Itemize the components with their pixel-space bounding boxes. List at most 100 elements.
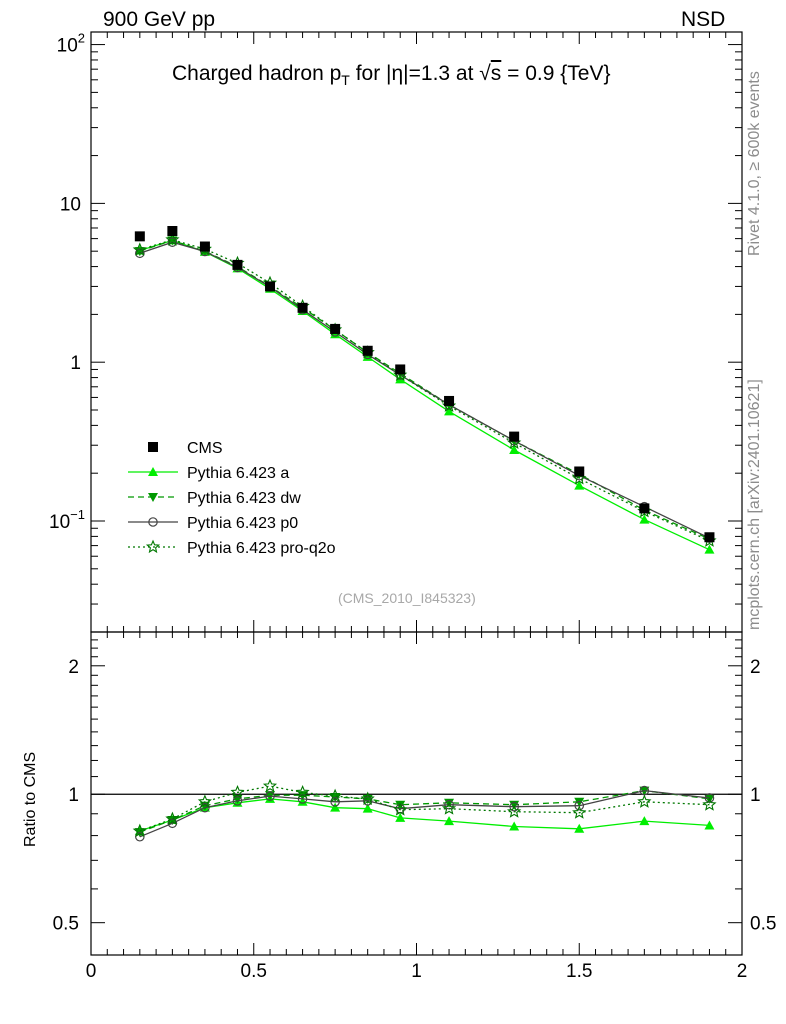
ratio-ylabel: Ratio to CMS <box>22 751 39 847</box>
header-left-label: 900 GeV pp <box>103 8 216 31</box>
sqrt-symbol: √ <box>479 62 491 85</box>
title-prefix: Charged hadron p <box>172 62 342 85</box>
header-right-label: NSD <box>681 8 726 31</box>
ratio-y-tick-label: 1 <box>68 785 79 806</box>
ratio-y-tick-label: 0.5 <box>53 914 79 935</box>
main-data-point <box>574 480 585 490</box>
ratio-data-point <box>197 794 212 808</box>
title-mid: for |η|=1.3 at <box>349 62 480 85</box>
ratio-data-point <box>509 801 519 812</box>
ratio-data-point <box>574 823 585 833</box>
mcplots-label: mcplots.cern.ch [arXiv:2401.10621] <box>746 379 763 630</box>
ratio-data-point <box>704 793 715 803</box>
legend-marker <box>148 442 158 452</box>
ratio-data-point <box>165 811 180 825</box>
main-series-line <box>139 239 710 542</box>
y-tick-label: 102 <box>57 31 85 57</box>
legend-marker <box>148 467 158 476</box>
main-data-point <box>199 241 210 252</box>
ratio-data-point <box>572 805 587 819</box>
legend-label: Pythia 6.423 dw <box>187 490 301 507</box>
main-data-point <box>509 431 520 442</box>
main-data-point <box>132 242 147 256</box>
main-data-point <box>704 544 715 554</box>
ratio-data-point <box>328 788 343 803</box>
ratio-data-point <box>167 816 178 826</box>
legend-marker <box>148 493 158 502</box>
analysis-watermark: (CMS_2010_I845323) <box>338 590 476 606</box>
ratio-data-point <box>297 796 308 806</box>
legend: CMS Pythia 6.423 a Pythia 6.423 dw Pythia 6… <box>128 440 336 557</box>
ratio-data-point <box>167 818 178 829</box>
chart-title: Charged hadron pT for |η|=1.3 at √s = 0.… <box>172 62 610 88</box>
title-suffix: = 0.9 {TeV} <box>501 62 611 85</box>
main-data-point <box>135 248 145 259</box>
main-data-point <box>444 395 455 406</box>
ratio-y-tick-label-right: 1 <box>750 785 761 806</box>
main-data-point <box>444 406 455 416</box>
main-data-point <box>167 237 178 247</box>
ratio-data-point <box>393 802 408 816</box>
main-data-point <box>639 503 650 514</box>
main-data-point <box>165 232 180 246</box>
x-tick-label: 1 <box>411 961 422 982</box>
main-data-point <box>574 466 585 477</box>
x-tick-label: 2 <box>737 961 748 982</box>
main-data-point <box>704 532 715 543</box>
main-data-point <box>639 514 650 524</box>
main-data-point <box>395 364 406 375</box>
ratio-y-tick-label-right: 0.5 <box>750 914 776 935</box>
legend-marker <box>148 517 158 527</box>
ratio-data-point <box>637 794 652 808</box>
main-data-point <box>509 444 520 454</box>
legend-label: Pythia 6.423 a <box>187 465 289 482</box>
ratio-data-point <box>507 804 522 818</box>
main-data-point <box>134 231 145 242</box>
main-data-point <box>572 471 587 485</box>
rivet-label: Rivet 4.1.0, ≥ 600k events <box>746 71 763 256</box>
ratio-data-point <box>265 791 275 801</box>
ratio-data-point <box>574 797 585 807</box>
ratio-data-point <box>509 821 520 831</box>
ratio-data-point <box>395 800 406 810</box>
ratio-series-line <box>139 785 710 832</box>
ratio-data-point <box>704 820 715 830</box>
ratio-series-pythia_a <box>134 793 715 836</box>
ratio-data-point <box>441 801 457 815</box>
ratio-data-point <box>360 791 375 805</box>
ratio-data-point <box>574 800 585 811</box>
ratio-data-point <box>330 802 341 812</box>
ratio-data-point <box>295 784 310 799</box>
ratio-data-point <box>230 784 245 799</box>
main-data-point <box>330 323 341 334</box>
ratio-data-point <box>639 816 650 826</box>
legend-marker <box>145 539 161 554</box>
main-series-line <box>139 241 710 539</box>
main-data-point <box>265 281 276 292</box>
main-data-point <box>167 226 178 237</box>
legend-label: Pythia 6.423 pro-q2o <box>187 540 336 557</box>
legend-label: Pythia 6.423 p0 <box>187 515 298 532</box>
ratio-data-point <box>262 778 278 793</box>
ratio-y-tick-label: 2 <box>68 657 79 678</box>
ratio-data-point <box>444 816 455 826</box>
y-tick-label: 1 <box>70 353 81 374</box>
ratio-y-tick-label-right: 2 <box>750 657 761 678</box>
x-tick-label: 0 <box>86 961 97 982</box>
title-subscript: T <box>341 72 350 89</box>
ratio-series-line <box>139 789 710 833</box>
ratio-series-pythia_pro_q2o <box>132 778 717 838</box>
main-data-point <box>362 345 373 356</box>
main-data-point <box>297 302 308 313</box>
ratio-data-point <box>395 812 406 822</box>
ratio-series-line <box>139 789 710 838</box>
ratio-data-point <box>702 797 717 811</box>
ratio-data-point <box>362 803 373 813</box>
x-tick-label: 1.5 <box>566 961 592 982</box>
main-data-point <box>232 259 243 270</box>
x-tick-label: 0.5 <box>241 961 267 982</box>
ratio-data-point <box>132 823 147 838</box>
ratio-data-point <box>232 796 243 806</box>
y-tick-label: 10−1 <box>49 507 85 533</box>
